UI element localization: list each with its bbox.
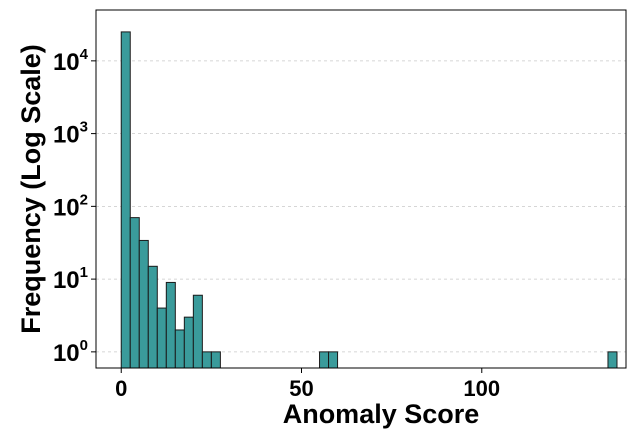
x-tick-label: 0 [115, 376, 127, 401]
y-axis-ticks: 100 101 102 103 104 [53, 46, 96, 367]
histogram-bar [156, 307, 167, 369]
histogram-bar [138, 239, 149, 369]
y-tick-label: 104 [53, 46, 89, 76]
histogram-bar [183, 316, 194, 369]
x-tick-label: 100 [463, 376, 500, 401]
histogram-bar [210, 351, 221, 369]
histogram-bar [129, 217, 140, 369]
y-tick-label: 100 [53, 337, 88, 367]
histogram-bar [174, 329, 185, 369]
histogram-bar [607, 351, 618, 369]
histogram-bar [147, 265, 158, 369]
histogram-bar [201, 351, 212, 369]
grid-lines [96, 60, 626, 353]
x-axis-ticks: 0 50 100 [115, 368, 500, 401]
y-axis-title: Frequency (Log Scale) [16, 44, 46, 334]
histogram-bar [192, 294, 203, 369]
plot-frame [95, 9, 627, 369]
histogram-bars [120, 31, 618, 369]
y-tick-label: 103 [53, 119, 88, 149]
y-tick-label: 102 [53, 191, 88, 221]
histogram-bar [328, 351, 339, 369]
x-axis-title: Anomaly Score [283, 399, 480, 429]
x-tick-label: 50 [289, 376, 313, 401]
histogram-bar [120, 31, 131, 369]
histogram-bar [165, 281, 176, 369]
y-tick-label: 101 [53, 264, 88, 294]
histogram-bar [319, 351, 330, 369]
